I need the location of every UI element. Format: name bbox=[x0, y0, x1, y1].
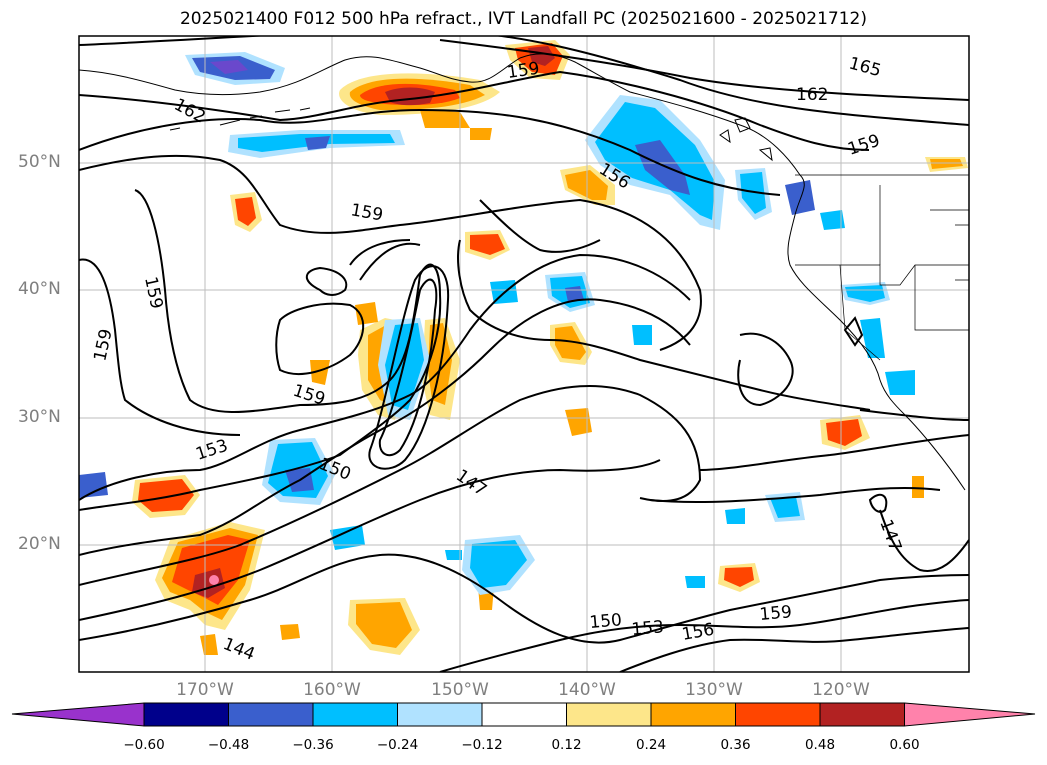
patch-positive bbox=[235, 197, 256, 226]
lat-label: 30°N bbox=[18, 407, 61, 427]
patch-positive bbox=[724, 567, 754, 587]
contour-label: 159 bbox=[506, 59, 541, 83]
contour-label: 153 bbox=[631, 617, 665, 640]
patch-positive bbox=[138, 479, 194, 512]
patch-positive bbox=[209, 575, 219, 585]
colorbar-bin bbox=[819, 702, 905, 727]
colorbar bbox=[11, 702, 1036, 727]
patch-negative bbox=[385, 323, 424, 410]
lon-label: 170°W bbox=[176, 680, 234, 700]
colorbar-bin bbox=[397, 702, 483, 727]
colorbar-tick-label: −0.12 bbox=[461, 737, 503, 753]
patch-positive bbox=[528, 46, 555, 66]
patch-positive bbox=[355, 302, 378, 325]
colorbar-bin bbox=[735, 702, 821, 727]
lat-label: 50°N bbox=[18, 152, 61, 172]
patch-negative bbox=[305, 136, 330, 150]
colorbar-bin bbox=[481, 702, 567, 727]
patch-positive bbox=[912, 476, 924, 498]
lon-label: 140°W bbox=[558, 680, 616, 700]
colorbar-tick-label: −0.48 bbox=[207, 737, 250, 753]
patch-positive bbox=[565, 408, 592, 436]
lon-label: 160°W bbox=[303, 680, 361, 700]
patch-negative bbox=[79, 472, 108, 498]
patch-positive bbox=[280, 624, 300, 640]
colorbar-tick-label: 0.36 bbox=[720, 737, 751, 753]
colorbar-tick-label: 0.12 bbox=[551, 737, 582, 753]
lat-label: 20°N bbox=[18, 534, 61, 554]
colorbar-tick-label: 0.24 bbox=[635, 737, 667, 753]
patch-negative bbox=[820, 210, 845, 230]
colorbar-bin bbox=[312, 702, 398, 727]
patch-positive bbox=[555, 326, 586, 360]
colorbar-tick-label: 0.60 bbox=[889, 737, 920, 753]
patch-negative bbox=[740, 172, 766, 214]
lon-label: 150°W bbox=[431, 680, 489, 700]
lon-label: 130°W bbox=[685, 680, 743, 700]
colorbar-bin bbox=[566, 702, 652, 727]
lat-label: 40°N bbox=[18, 279, 61, 299]
patch-negative bbox=[785, 180, 815, 215]
colorbar-tick-label: −0.60 bbox=[123, 737, 165, 753]
patch-positive bbox=[310, 360, 330, 385]
patch-negative bbox=[330, 525, 365, 550]
contour-label: 159 bbox=[759, 602, 793, 625]
patch-negative bbox=[210, 60, 248, 74]
map-frame bbox=[78, 35, 970, 673]
lon-label: 120°W bbox=[812, 680, 870, 700]
patch-positive bbox=[930, 159, 963, 169]
colorbar-extend-max bbox=[904, 702, 1036, 727]
colorbar-extend-min bbox=[11, 702, 145, 727]
colorbar-tick-label: −0.36 bbox=[292, 737, 334, 753]
colorbar-bin bbox=[650, 702, 736, 727]
patch-positive bbox=[470, 234, 505, 255]
patch-negative bbox=[770, 497, 800, 518]
colorbar-bin bbox=[143, 702, 229, 727]
patch-positive bbox=[420, 110, 470, 128]
patch-positive bbox=[356, 602, 412, 648]
patch-negative bbox=[445, 550, 462, 560]
refractivity-contours bbox=[79, 36, 969, 672]
patch-negative bbox=[845, 285, 885, 302]
patch-negative bbox=[635, 140, 690, 195]
patch-negative bbox=[685, 576, 705, 588]
colorbar-tick-label: 0.48 bbox=[804, 737, 836, 753]
patch-negative bbox=[632, 325, 652, 345]
map-title: 2025021400 F012 500 hPa refract., IVT La… bbox=[179, 9, 867, 29]
contour-label: 162 bbox=[796, 85, 828, 105]
patch-positive bbox=[826, 419, 862, 446]
patch-positive bbox=[172, 535, 250, 605]
patch-negative bbox=[470, 540, 527, 588]
patch-negative bbox=[885, 370, 915, 395]
patch-negative bbox=[725, 508, 745, 524]
colorbar-tick-label: −0.24 bbox=[376, 737, 419, 753]
patch-positive bbox=[470, 128, 492, 140]
colorbar-bin bbox=[228, 702, 314, 727]
contour-label: 150 bbox=[589, 610, 623, 633]
